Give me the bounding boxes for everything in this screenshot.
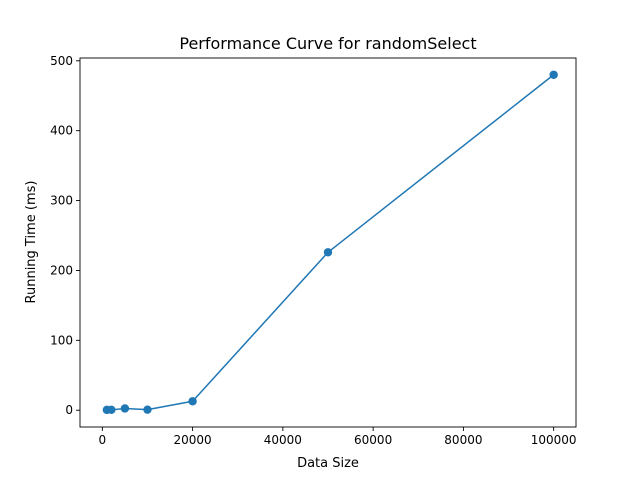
- y-tick-label: 400: [50, 124, 73, 138]
- y-tick-label: 200: [50, 263, 73, 277]
- y-tick-label: 100: [50, 333, 73, 347]
- x-tick-label: 60000: [354, 433, 392, 447]
- x-tick-label: 40000: [264, 433, 302, 447]
- x-tick-label: 80000: [444, 433, 482, 447]
- y-axis: 0 100 200 300 400 500: [50, 54, 80, 417]
- data-point: [120, 404, 130, 413]
- data-point: [188, 397, 197, 406]
- data-point: [107, 405, 116, 415]
- x-tick-label: 20000: [174, 433, 212, 447]
- y-tick-label: 500: [50, 54, 73, 68]
- x-axis: 0 20000 40000 60000 80000 100000: [99, 427, 577, 447]
- axes-frame: [79, 57, 577, 428]
- data-point: [549, 70, 558, 79]
- y-tick-label: 300: [50, 194, 73, 208]
- data-point: [143, 405, 152, 414]
- x-tick-label: 0: [99, 433, 107, 447]
- chart-title: Performance Curve for randomSelect: [179, 34, 476, 53]
- x-tick-label: 100000: [531, 433, 577, 447]
- data-point: [323, 248, 333, 257]
- x-axis-label: Data Size: [297, 456, 359, 471]
- y-axis-label: Running Time (ms): [24, 181, 39, 304]
- plot-area: [79, 57, 577, 428]
- y-tick-label: 0: [65, 403, 73, 417]
